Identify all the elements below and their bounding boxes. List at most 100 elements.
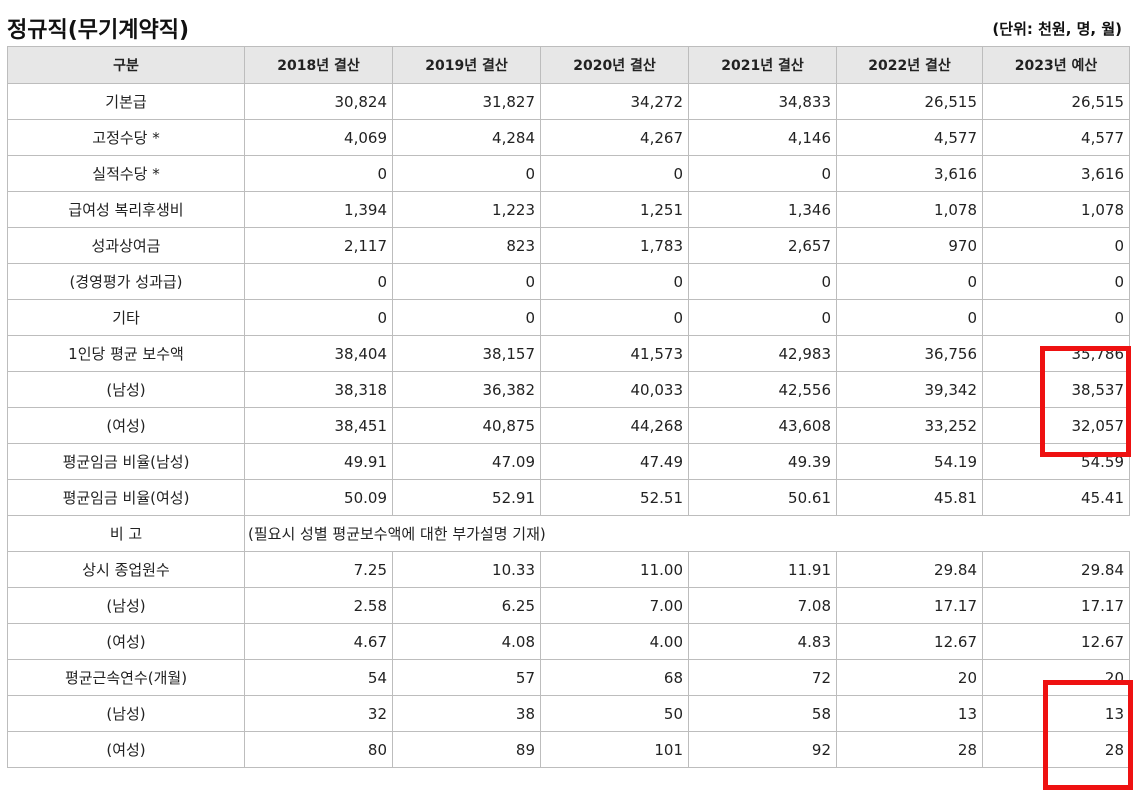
value-cell: 80 xyxy=(244,731,393,768)
value-cell: 44,268 xyxy=(540,407,689,444)
value-cell: 4,267 xyxy=(540,119,689,156)
value-cell: 54.19 xyxy=(836,443,983,480)
value-cell: 47.09 xyxy=(392,443,541,480)
value-cell: 28 xyxy=(982,731,1130,768)
value-cell: 1,078 xyxy=(836,191,983,228)
row-label: 1인당 평균 보수액 xyxy=(7,335,245,372)
row-label: 평균임금 비율(여성) xyxy=(7,479,245,516)
value-cell: 7.08 xyxy=(688,587,837,624)
value-cell: 12.67 xyxy=(836,623,983,660)
value-cell: 36,382 xyxy=(392,371,541,408)
value-cell: 0 xyxy=(836,263,983,300)
value-cell: 17.17 xyxy=(836,587,983,624)
value-cell: 36,756 xyxy=(836,335,983,372)
table-row: 성과상여금 2,117 823 1,783 2,657 970 0 xyxy=(7,227,1130,264)
value-cell: 6.25 xyxy=(392,587,541,624)
value-cell: 89 xyxy=(392,731,541,768)
value-cell: 4.08 xyxy=(392,623,541,660)
row-label: 평균근속연수(개월) xyxy=(7,659,245,696)
value-cell: 0 xyxy=(982,299,1130,336)
value-cell: 0 xyxy=(982,263,1130,300)
value-cell: 26,515 xyxy=(982,83,1130,120)
value-cell: 0 xyxy=(540,299,689,336)
value-cell: 31,827 xyxy=(392,83,541,120)
row-label: (여성) xyxy=(7,731,245,768)
row-label: (여성) xyxy=(7,623,245,660)
value-cell: 7.00 xyxy=(540,587,689,624)
value-cell: 50 xyxy=(540,695,689,732)
value-cell: 10.33 xyxy=(392,551,541,588)
value-cell: 38,404 xyxy=(244,335,393,372)
value-cell: 57 xyxy=(392,659,541,696)
value-cell: 41,573 xyxy=(540,335,689,372)
row-label: (경영평가 성과급) xyxy=(7,263,245,300)
table-row: (경영평가 성과급) 0 0 0 0 0 0 xyxy=(7,263,1130,300)
value-cell: 0 xyxy=(392,263,541,300)
value-cell: 2.58 xyxy=(244,587,393,624)
col-header: 구분 xyxy=(7,46,245,84)
value-cell: 40,033 xyxy=(540,371,689,408)
value-cell: 38,157 xyxy=(392,335,541,372)
table-row: 평균근속연수(개월) 54 57 68 72 20 20 xyxy=(7,659,1130,696)
table-row: 기타 0 0 0 0 0 0 xyxy=(7,299,1130,336)
value-cell: 38,537 xyxy=(982,371,1130,408)
value-cell: 0 xyxy=(982,227,1130,264)
value-cell: 26,515 xyxy=(836,83,983,120)
table-row: 1인당 평균 보수액 38,404 38,157 41,573 42,983 36,756… xyxy=(7,335,1130,372)
value-cell: 30,824 xyxy=(244,83,393,120)
value-cell: 68 xyxy=(540,659,689,696)
table-row: 상시 종업원수 7.25 10.33 11.00 11.91 29.84 29.84 xyxy=(7,551,1130,588)
value-cell: 52.51 xyxy=(540,479,689,516)
value-cell: 39,342 xyxy=(836,371,983,408)
value-cell: 4,146 xyxy=(688,119,837,156)
value-cell: 38,451 xyxy=(244,407,393,444)
value-cell: 4,577 xyxy=(836,119,983,156)
row-label: (여성) xyxy=(7,407,245,444)
col-header: 2020년 결산 xyxy=(540,46,689,84)
value-cell: 40,875 xyxy=(392,407,541,444)
value-cell: 101 xyxy=(540,731,689,768)
table-row: 실적수당 * 0 0 0 0 3,616 3,616 xyxy=(7,155,1130,192)
row-label: 비 고 xyxy=(7,515,245,552)
value-cell: 4,069 xyxy=(244,119,393,156)
value-cell: 4,577 xyxy=(982,119,1130,156)
value-cell: 32 xyxy=(244,695,393,732)
value-cell: 11.91 xyxy=(688,551,837,588)
value-cell: 34,833 xyxy=(688,83,837,120)
value-cell: 0 xyxy=(688,263,837,300)
table-row: 평균임금 비율(여성) 50.09 52.91 52.51 50.61 45.81 45.4… xyxy=(7,479,1130,516)
value-cell: 20 xyxy=(836,659,983,696)
table-row: (여성) 38,451 40,875 44,268 43,608 33,252 32,057 xyxy=(7,407,1130,444)
value-cell: 13 xyxy=(836,695,983,732)
value-cell: 20 xyxy=(982,659,1130,696)
table-row: (남성) 32 38 50 58 13 13 xyxy=(7,695,1130,732)
col-header: 2019년 결산 xyxy=(392,46,541,84)
value-cell: 43,608 xyxy=(688,407,837,444)
table-row: 고정수당 * 4,069 4,284 4,267 4,146 4,577 4,577 xyxy=(7,119,1130,156)
value-cell: 4.83 xyxy=(688,623,837,660)
value-cell: 0 xyxy=(688,299,837,336)
value-cell: 54 xyxy=(244,659,393,696)
col-header: 2022년 결산 xyxy=(836,46,983,84)
value-cell: 4.00 xyxy=(540,623,689,660)
highlight-box-tenure xyxy=(1043,680,1133,790)
value-cell: 45.41 xyxy=(982,479,1130,516)
table-row: (남성) 2.58 6.25 7.00 7.08 17.17 17.17 xyxy=(7,587,1130,624)
row-label: 성과상여금 xyxy=(7,227,245,264)
row-label: 급여성 복리후생비 xyxy=(7,191,245,228)
value-cell: 0 xyxy=(392,155,541,192)
value-cell: 970 xyxy=(836,227,983,264)
value-cell: 3,616 xyxy=(836,155,983,192)
value-cell: 58 xyxy=(688,695,837,732)
row-label: 평균임금 비율(남성) xyxy=(7,443,245,480)
unit-note: (단위: 천원, 명, 월) xyxy=(992,20,1122,38)
value-cell: 7.25 xyxy=(244,551,393,588)
row-label: (남성) xyxy=(7,695,245,732)
row-label: (남성) xyxy=(7,587,245,624)
value-cell: 0 xyxy=(540,155,689,192)
row-label: 고정수당 * xyxy=(7,119,245,156)
value-cell: 2,657 xyxy=(688,227,837,264)
table-row: 급여성 복리후생비 1,394 1,223 1,251 1,346 1,078 1,078 xyxy=(7,191,1130,228)
row-label: 기타 xyxy=(7,299,245,336)
value-cell: 823 xyxy=(392,227,541,264)
